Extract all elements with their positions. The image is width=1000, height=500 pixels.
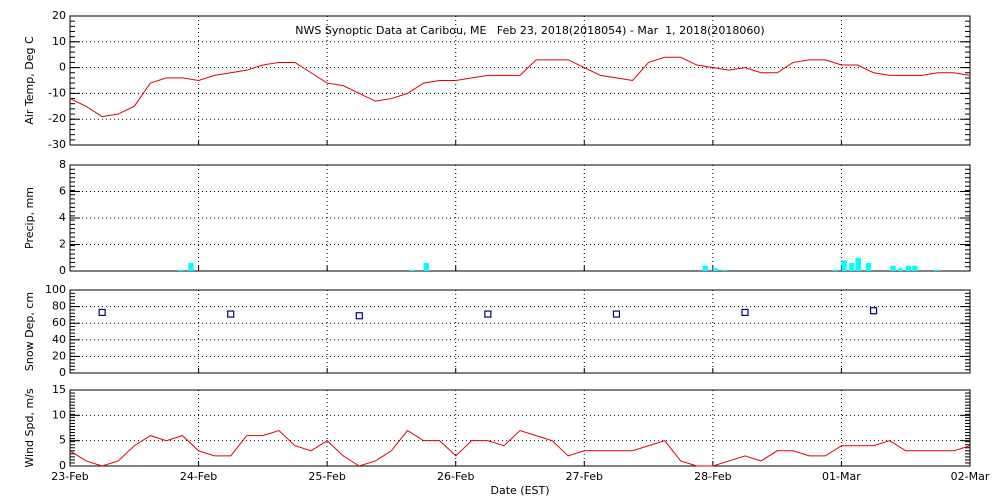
point [355, 312, 363, 320]
y-axis-label: Snow Dep, cm [23, 292, 36, 371]
bar [712, 268, 719, 271]
y-tick-label: 0 [59, 264, 66, 277]
y-tick-label: -20 [48, 112, 66, 125]
panel-frame [69, 15, 971, 146]
point [612, 310, 621, 318]
x-tick-label: 24-Feb [180, 470, 217, 483]
bar [841, 260, 847, 271]
y-tick-label: 60 [52, 316, 66, 329]
y-tick-label: -10 [48, 86, 66, 99]
y-tick-label: -30 [48, 138, 66, 151]
y-tick-label: 100 [45, 283, 66, 296]
x-tick-label: 26-Feb [437, 470, 474, 483]
y-tick-label: 4 [59, 211, 66, 224]
y-tick-label: 8 [59, 158, 66, 171]
panel-frame [69, 289, 971, 374]
bar [934, 269, 940, 271]
y-tick-label: 0 [59, 366, 66, 379]
bar [188, 263, 194, 271]
y-tick-label: 40 [52, 333, 66, 346]
point [484, 310, 492, 318]
x-tick-label: 25-Feb [308, 470, 345, 483]
y-tick-label: 2 [59, 238, 66, 251]
y-tick-label: 10 [52, 35, 66, 48]
bar [423, 263, 429, 271]
bar [721, 269, 728, 271]
y-tick-label: 15 [52, 383, 66, 396]
y-tick-label: 20 [52, 349, 66, 362]
bar [702, 265, 708, 271]
point [227, 310, 235, 318]
y-tick-label: 20 [52, 9, 66, 22]
bar [890, 265, 896, 271]
bar [912, 265, 918, 271]
chart-title: NWS Synoptic Data at Caribou, ME Feb 23,… [295, 24, 764, 37]
point [869, 307, 878, 315]
bar [849, 263, 855, 271]
x-tick-label: 02-Mar [951, 470, 990, 483]
point [741, 308, 749, 317]
data-line [69, 429, 971, 467]
y-tick-label: 6 [59, 185, 66, 198]
x-axis-label: Date (EST) [490, 484, 549, 497]
y-tick-label: 5 [59, 434, 66, 447]
x-tick-label: 28-Feb [694, 470, 731, 483]
x-tick-label: 23-Feb [51, 470, 88, 483]
panel-frame [69, 164, 971, 272]
panel-frame [69, 389, 971, 467]
y-tick-label: 10 [52, 408, 66, 421]
y-tick-label: 80 [52, 300, 66, 313]
bar [178, 269, 184, 271]
point [98, 308, 106, 317]
y-tick-label: 0 [59, 61, 66, 74]
data-line [69, 56, 971, 118]
bar [832, 269, 838, 271]
bar [898, 268, 904, 271]
bar [409, 269, 415, 271]
y-axis-label: Air Temp, Deg C [23, 36, 36, 125]
bar [865, 263, 872, 271]
bar [855, 257, 861, 271]
x-tick-label: 27-Feb [566, 470, 603, 483]
x-tick-label: 01-Mar [822, 470, 861, 483]
y-tick-label: 0 [59, 459, 66, 472]
y-axis-label: Wind Spd, m/s [23, 388, 36, 468]
y-axis-label: Precip, mm [23, 187, 36, 249]
bar [905, 265, 912, 271]
